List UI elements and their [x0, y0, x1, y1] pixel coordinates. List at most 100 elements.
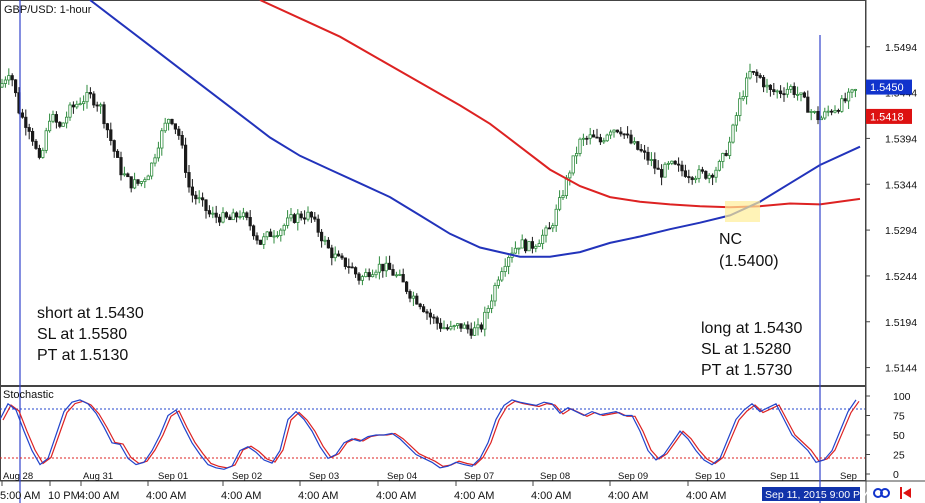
candle-body [476, 324, 480, 329]
date-labels: Aug 28 Aug 31 Sep 01 Sep 02 Sep 03 Sep 04 Sep … [3, 471, 857, 482]
time-label: 4:00 AM [298, 490, 338, 502]
candle-body [513, 247, 518, 254]
date-label: Sep [840, 471, 857, 482]
date-label: Aug 28 [3, 471, 33, 482]
candle-body [544, 227, 548, 236]
candle-body [425, 311, 429, 314]
candle-body [813, 110, 817, 113]
candle-body [102, 104, 106, 125]
candle-body [323, 239, 327, 242]
candle-body [551, 225, 555, 229]
candle-body [92, 93, 96, 106]
time-label: 10 PM [48, 490, 80, 502]
date-label: Sep 04 [387, 471, 417, 482]
candle-body [500, 271, 504, 281]
candle-body [194, 194, 198, 200]
long-entry-label: long at 1.5430 [701, 320, 803, 337]
candle-body [643, 150, 647, 153]
candle-body [571, 155, 575, 174]
candle-body [265, 231, 269, 238]
level-price-badge [866, 108, 912, 124]
candle-body [51, 114, 55, 122]
scroll-to-end-icon[interactable] [900, 487, 911, 499]
candle-body [595, 136, 599, 139]
stochastic-tick-label: 50 [893, 430, 905, 442]
candle-body [7, 75, 11, 81]
candle-body [54, 114, 59, 123]
time-label: 4:00 AM [686, 490, 726, 502]
candle-body [224, 212, 228, 218]
date-label: Sep 03 [309, 471, 339, 482]
candle-body [143, 179, 147, 182]
candle-body [275, 235, 280, 237]
candle-body [700, 169, 705, 172]
candle-body [10, 75, 14, 81]
time-label: 4:00 AM [79, 490, 119, 502]
candle-body [139, 181, 143, 184]
candle-body [381, 263, 385, 272]
candle-body [146, 175, 150, 181]
candle-body [136, 179, 140, 184]
link-icon[interactable] [873, 488, 890, 498]
candle-body [677, 163, 681, 166]
candle-body [765, 84, 769, 88]
nc-level-label: (1.5400) [719, 253, 779, 270]
candle-body [149, 162, 154, 177]
candle-body [486, 307, 490, 313]
candle-body [306, 211, 310, 220]
price-tick-label: 1.5294 [885, 225, 917, 237]
stochastic-panel-frame [0, 386, 866, 481]
current-price-label: 1.5450 [870, 82, 904, 94]
candle-body [779, 90, 783, 95]
candle-body [517, 247, 521, 250]
level-price-label: 1.5418 [870, 111, 904, 123]
candle-body [364, 272, 368, 278]
long-profit-target-label: PT at 1.5730 [701, 362, 792, 379]
candle-body [830, 110, 834, 113]
candle-body [741, 96, 745, 100]
candle-body [428, 312, 433, 318]
symbol-title: GBP/USD: 1-hour [4, 4, 92, 16]
candle-body [639, 149, 643, 152]
candle-body [496, 279, 501, 286]
candle-body [724, 152, 728, 156]
candle-body [163, 122, 167, 132]
candle-body [200, 197, 205, 201]
candle-body [785, 88, 790, 95]
stochastic-tick-label: 75 [893, 411, 905, 423]
candle-body [299, 213, 303, 219]
stochastic-k-line [0, 399, 857, 470]
date-label: Sep 07 [464, 471, 494, 482]
candle-body [537, 243, 541, 247]
candle-body [758, 75, 762, 78]
candle-body [296, 213, 300, 223]
candle-body [418, 303, 422, 308]
candle-body [190, 186, 194, 196]
candle-body [541, 234, 545, 244]
candle-body [24, 116, 28, 128]
candle-body [268, 231, 273, 237]
candle-body [609, 131, 613, 136]
candle-body [714, 169, 718, 178]
candle-body [585, 137, 589, 140]
candle-body [398, 274, 402, 276]
candle-body [41, 149, 45, 158]
time-label: 4:00 AM [221, 490, 261, 502]
candle-body [575, 153, 579, 157]
candle-body [745, 77, 749, 97]
candle-body [13, 79, 18, 94]
candle-body [568, 172, 572, 179]
date-label: Sep 11 [770, 471, 799, 482]
candle-body [44, 130, 48, 151]
candle-body [459, 323, 463, 329]
price-tick-label: 1.5394 [885, 133, 917, 145]
candle-body [248, 217, 252, 227]
candle-body [30, 131, 35, 142]
price-tick-label: 1.5494 [885, 42, 917, 54]
candle-body [377, 263, 382, 273]
main-panel-frame [0, 0, 866, 386]
candle-body [707, 174, 711, 179]
candle-body [809, 111, 813, 113]
candle-body [592, 134, 596, 138]
